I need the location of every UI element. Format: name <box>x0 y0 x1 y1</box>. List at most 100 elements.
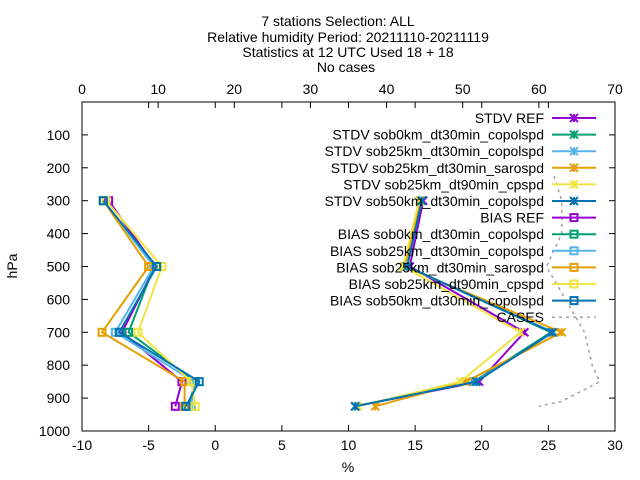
legend-marker <box>569 246 579 256</box>
x-tick-label: 15 <box>407 437 423 453</box>
series-12 <box>98 196 204 411</box>
chart-title: 7 stations Selection: ALL Relative humid… <box>207 13 489 75</box>
legend-marker <box>569 262 579 272</box>
x2-tick-label: 60 <box>531 81 547 97</box>
y-axis-label: hPa <box>4 253 20 278</box>
legend-label: STDV sob25km_dt90min_cpspd <box>343 176 544 192</box>
legend-label: BIAS sob0km_dt30min_copolspd <box>338 226 544 242</box>
data-point <box>98 196 108 206</box>
title-line-3: Statistics at 12 UTC Used 18 + 18 <box>242 44 453 60</box>
x-axis: -10 -5 0 5 10 15 20 25 30 <box>72 102 623 453</box>
y-tick-label: 100 <box>47 127 71 143</box>
series-10 <box>97 196 190 411</box>
x-tick-label: 30 <box>607 437 623 453</box>
legend-entry: STDV sob0km_dt30min_copolspd <box>332 127 596 143</box>
legend-marker <box>569 229 579 239</box>
x-tick-label: -5 <box>142 437 155 453</box>
legend-entry: BIAS sob50km_dt30min_copolspd <box>330 293 596 309</box>
y-tick-label: 800 <box>47 357 71 373</box>
series-13 <box>538 175 601 408</box>
legend-marker <box>569 113 579 123</box>
x-axis-label: % <box>342 459 354 475</box>
legend-label: STDV sob25km_dt30min_sarospd <box>331 160 544 176</box>
legend-entry: STDV sob25km_dt30min_copolspd <box>325 143 596 159</box>
y-tick-label: 200 <box>47 160 71 176</box>
x2-tick-label: 70 <box>607 81 623 97</box>
data-point <box>152 262 162 271</box>
y-tick-label: 500 <box>47 259 71 275</box>
data-point <box>194 377 204 387</box>
data-point <box>181 401 191 411</box>
legend-label: STDV REF <box>475 110 544 126</box>
legend-marker <box>569 279 579 289</box>
legend-entry: BIAS sob25km_dt30min_sarospd <box>336 259 596 275</box>
data-point <box>124 327 134 337</box>
legend-entry: STDV sob50km_dt30min_copolspd <box>325 193 596 209</box>
legend-entry: STDV REF <box>475 110 596 126</box>
y-tick-label: 700 <box>47 324 71 340</box>
data-point <box>157 262 167 271</box>
data-point <box>350 401 360 412</box>
series-line <box>102 200 201 407</box>
legend-label: CASES <box>497 309 544 325</box>
y-tick-label: 600 <box>47 291 71 307</box>
legend-entry: BIAS REF <box>480 210 596 226</box>
y-tick-label: 900 <box>47 390 71 406</box>
data-point <box>170 401 180 411</box>
x2-tick-label: 40 <box>379 81 395 97</box>
x-tick-label: 10 <box>341 437 357 453</box>
data-point <box>556 327 567 338</box>
y-axis: 100 200 300 400 500 600 700 800 900 1000 <box>39 127 615 439</box>
legend-entry: BIAS sob25km_dt90min_cpspd <box>349 276 596 292</box>
legend-entry: STDV sob25km_dt30min_sarospd <box>331 160 596 176</box>
legend-marker <box>569 296 579 306</box>
series-line <box>538 175 601 408</box>
data-point <box>97 327 107 337</box>
series-line <box>107 200 184 407</box>
legend-label: STDV sob0km_dt30min_copolspd <box>332 127 544 143</box>
title-line-2: Relative humidity Period: 20211110-20211… <box>207 29 489 45</box>
legend-label: STDV sob25km_dt30min_copolspd <box>325 143 544 159</box>
x-tick-label: 25 <box>541 437 557 453</box>
x-tick-label: 0 <box>211 437 219 453</box>
series-layer <box>97 175 601 412</box>
x-tick-label: -10 <box>72 437 92 453</box>
legend-entry: STDV sob25km_dt90min_cpspd <box>343 176 596 192</box>
legend-marker <box>569 213 579 223</box>
legend-marker <box>569 129 579 140</box>
series-7 <box>104 196 187 411</box>
x2-tick-label: 0 <box>78 81 86 97</box>
legend-label: BIAS sob25km_dt90min_cpspd <box>349 276 544 292</box>
x2-tick-label: 50 <box>455 81 471 97</box>
title-line-1: 7 stations Selection: ALL <box>261 13 415 29</box>
legend-label: BIAS REF <box>480 210 544 226</box>
data-point <box>471 376 482 387</box>
data-point <box>417 195 427 206</box>
data-point <box>515 327 526 338</box>
legend-entry: CASES <box>497 309 596 325</box>
x-tick-label: 5 <box>278 437 286 453</box>
legend-marker <box>569 179 579 190</box>
y-tick-label: 1000 <box>39 423 70 439</box>
legend-label: BIAS sob25km_dt30min_sarospd <box>336 259 544 275</box>
title-line-4: No cases <box>317 59 375 75</box>
legend-entry: BIAS sob0km_dt30min_copolspd <box>338 226 596 242</box>
legend-label: BIAS sob50km_dt30min_copolspd <box>330 293 544 309</box>
series-line <box>105 200 197 407</box>
legend-marker <box>569 163 579 173</box>
y-tick-label: 400 <box>47 226 71 242</box>
x-tick-label: 20 <box>474 437 490 453</box>
data-point <box>114 327 124 337</box>
y-tick-label: 300 <box>47 193 71 209</box>
data-point <box>547 327 558 338</box>
legend-marker <box>569 146 579 156</box>
x2-tick-label: 10 <box>150 81 166 97</box>
data-point <box>190 401 200 411</box>
legend-marker <box>569 196 579 206</box>
data-point <box>133 327 143 337</box>
x2-tick-label: 20 <box>226 81 242 97</box>
legend-entry: BIAS sob25km_dt30min_copolspd <box>330 243 596 259</box>
x2-tick-label: 30 <box>303 81 319 97</box>
